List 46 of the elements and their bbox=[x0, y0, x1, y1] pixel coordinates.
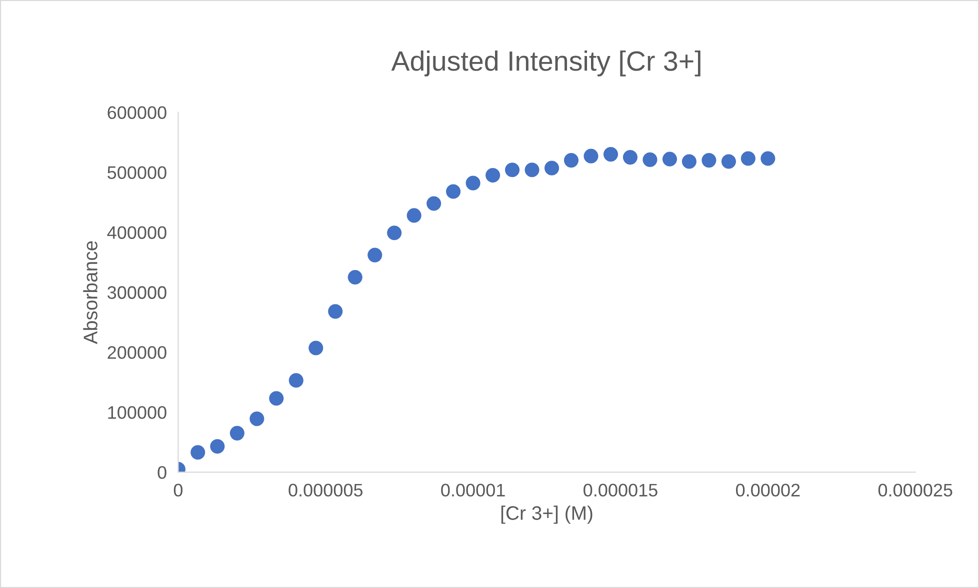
x-tick-label: 0.00002 bbox=[736, 484, 800, 497]
x-axis-title: [Cr 3+] (M) bbox=[501, 506, 592, 524]
point bbox=[446, 184, 461, 199]
point bbox=[250, 412, 264, 426]
point bbox=[426, 196, 442, 211]
point bbox=[288, 373, 304, 388]
point bbox=[387, 226, 402, 240]
point bbox=[603, 147, 618, 162]
point bbox=[524, 162, 540, 178]
point bbox=[328, 304, 343, 319]
point bbox=[368, 248, 382, 262]
point bbox=[564, 153, 579, 168]
point bbox=[190, 445, 206, 460]
point bbox=[466, 176, 480, 190]
y-tick-label: 100000 bbox=[108, 406, 166, 419]
point bbox=[230, 426, 244, 440]
point bbox=[721, 154, 736, 169]
y-tick-label: 0 bbox=[158, 466, 166, 479]
point bbox=[406, 208, 422, 223]
y-tick-label: 400000 bbox=[107, 226, 166, 239]
x-tick-label: 0.000015 bbox=[584, 484, 658, 497]
point bbox=[544, 160, 560, 176]
x-tick-label: 0 bbox=[174, 484, 182, 497]
point bbox=[622, 150, 638, 165]
y-tick-label: 200000 bbox=[108, 346, 166, 359]
point bbox=[760, 151, 776, 166]
y-tick-label: 300000 bbox=[108, 286, 166, 299]
point bbox=[584, 148, 598, 164]
x-tick-label: 0.000005 bbox=[288, 484, 363, 497]
point bbox=[682, 154, 696, 169]
point bbox=[740, 151, 756, 166]
point bbox=[702, 153, 716, 168]
x-tick-label: 0.00001 bbox=[441, 484, 505, 497]
y-axis-title: Absorbance bbox=[83, 241, 98, 344]
point bbox=[269, 391, 284, 406]
point bbox=[210, 439, 225, 454]
point bbox=[348, 270, 362, 285]
chart-title: Adjusted Intensity [Cr 3+] bbox=[391, 50, 700, 76]
y-tick-label: 600000 bbox=[108, 106, 166, 120]
point bbox=[504, 162, 520, 178]
point bbox=[486, 168, 500, 183]
y-tick-label: 500000 bbox=[108, 166, 166, 180]
point bbox=[308, 340, 324, 356]
point bbox=[642, 152, 658, 167]
x-tick-label: 0.000025 bbox=[878, 484, 952, 497]
point bbox=[662, 152, 678, 166]
